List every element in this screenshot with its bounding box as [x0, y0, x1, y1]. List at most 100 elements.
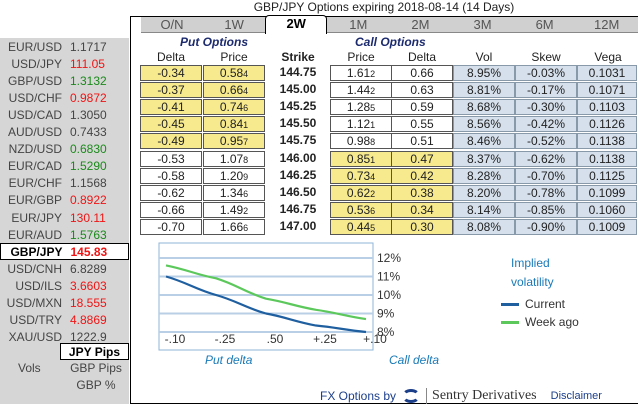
put-price[interactable]: 1.666 — [203, 218, 265, 235]
pair-price: 1.1717 — [70, 39, 107, 54]
pair-row-xau-usd[interactable]: XAU/USD 1222.9 — [0, 329, 129, 346]
put-price[interactable]: 0.957 — [203, 133, 265, 150]
pair-row-usd-chf[interactable]: USD/CHF 0.9872 — [0, 89, 129, 106]
call-price[interactable]: 0.622 — [330, 184, 392, 201]
pair-row-gbp-usd[interactable]: GBP/USD 1.3132 — [0, 72, 129, 89]
put-options-header: Put Options — [180, 35, 248, 49]
put-price[interactable]: 0.746 — [203, 99, 265, 116]
tab-12m[interactable]: 12M — [594, 17, 620, 32]
call-price[interactable]: 0.851 — [330, 150, 392, 167]
pair-row-gbp-jpy[interactable]: GBP/JPY 145.83 — [0, 243, 129, 261]
strike: 145.50 — [279, 116, 317, 131]
put-price[interactable]: 0.841 — [203, 116, 265, 133]
pair-row-usd-cad[interactable]: USD/CAD 1.3050 — [0, 106, 129, 123]
pair-row-eur-usd[interactable]: EUR/USD 1.1717 — [0, 38, 129, 55]
pair-symbol: USD/CHF — [8, 90, 62, 105]
vol: 8.28% — [453, 167, 515, 184]
pair-row-usd-mxn[interactable]: USD/MXN 18.555 — [0, 295, 129, 312]
call-price[interactable]: 1.285 — [330, 99, 392, 116]
pair-symbol: EUR/GBP — [7, 193, 62, 208]
pair-price: 18.555 — [70, 296, 107, 310]
call-price[interactable]: 0.734 — [330, 167, 392, 184]
pair-row-eur-chf[interactable]: EUR/CHF 1.1568 — [0, 175, 129, 192]
pair-symbol: GBP/JPY — [10, 244, 63, 259]
vega: 0.1009 — [577, 218, 637, 235]
put-price-main: 0.95 — [219, 134, 244, 149]
pair-row-usd-try[interactable]: USD/TRY 4.8869 — [0, 312, 129, 329]
column-header-vega: Vega — [594, 50, 622, 64]
brand-name: Sentry Derivatives — [426, 388, 537, 404]
pair-symbol: EUR/JPY — [11, 210, 62, 225]
tab-3m[interactable]: 3M — [473, 17, 492, 32]
call-price-pip: 6 — [370, 205, 376, 216]
put-delta: -0.70 — [140, 218, 202, 235]
pair-row-nzd-usd[interactable]: NZD/USD 0.6830 — [0, 141, 129, 158]
vega: 0.1138 — [577, 133, 637, 150]
tab-1m[interactable]: 1M — [349, 17, 368, 32]
unit-option-gbp-[interactable]: GBP % — [76, 378, 116, 392]
put-delta: -0.66 — [140, 201, 202, 218]
disclaimer-link[interactable]: Disclaimer — [550, 390, 602, 402]
vega: 0.1125 — [577, 167, 637, 184]
put-price[interactable]: 1.209 — [203, 167, 265, 184]
pair-price: 1.3050 — [70, 107, 107, 122]
strike: 145.75 — [279, 133, 317, 148]
vega: 0.1099 — [577, 184, 637, 201]
put-price-pip: 9 — [243, 171, 249, 182]
put-price[interactable]: 0.584 — [203, 65, 265, 81]
tab-1w[interactable]: 1W — [224, 17, 244, 32]
strike: 146.25 — [279, 167, 317, 182]
call-price[interactable]: 1.612 — [330, 65, 392, 81]
pair-price: 145.83 — [70, 244, 108, 259]
pair-price: 0.6830 — [70, 142, 107, 157]
put-price-pip: 8 — [243, 154, 249, 165]
y-tick-label: 11% — [377, 270, 400, 284]
skew: -0.85% — [515, 201, 577, 218]
pair-row-aud-usd[interactable]: AUD/USD 0.7433 — [0, 124, 129, 141]
put-price-main: 0.58 — [219, 66, 244, 80]
pair-row-eur-gbp[interactable]: EUR/GBP 0.8922 — [0, 192, 129, 209]
put-price-main: 0.74 — [219, 100, 244, 115]
put-delta: -0.62 — [140, 184, 202, 201]
column-header-delta: Delta — [156, 50, 185, 64]
call-price[interactable]: 0.988 — [330, 133, 392, 150]
skew: -0.90% — [515, 218, 577, 235]
call-price[interactable]: 0.536 — [330, 201, 392, 218]
call-delta: 0.34 — [391, 201, 453, 218]
pair-price: 1222.9 — [70, 330, 107, 345]
pair-price: 0.8922 — [70, 193, 107, 208]
vol: 8.14% — [453, 201, 515, 218]
put-price-pip: 1 — [243, 120, 249, 131]
tab-on[interactable]: O/N — [160, 17, 184, 32]
tab-2m[interactable]: 2M — [411, 17, 430, 32]
call-price-pip: 5 — [370, 222, 376, 233]
put-price-pip: 4 — [243, 86, 249, 97]
pair-row-usd-cnh[interactable]: USD/CNH 6.8289 — [0, 260, 129, 277]
call-price[interactable]: 0.445 — [330, 218, 392, 235]
pair-row-usd-jpy[interactable]: USD/JPY 111.05 — [0, 55, 129, 72]
strike: 145.00 — [279, 82, 317, 97]
call-price[interactable]: 1.121 — [330, 116, 392, 133]
skew: -0.78% — [515, 184, 577, 201]
unit-option-gbp-pips[interactable]: GBP Pips — [70, 361, 122, 375]
put-price[interactable]: 1.346 — [203, 184, 265, 201]
put-price-main: 1.49 — [219, 202, 244, 217]
vols-label: Vols — [18, 361, 41, 375]
put-price[interactable]: 1.078 — [203, 150, 265, 167]
pair-row-eur-aud[interactable]: EUR/AUD 1.5763 — [0, 226, 129, 243]
call-price-main: 1.61 — [346, 66, 371, 80]
pair-row-eur-jpy[interactable]: EUR/JPY 130.11 — [0, 209, 129, 226]
vol: 8.68% — [453, 99, 515, 116]
put-delta: -0.34 — [140, 65, 202, 81]
unit-option-jpy-pips[interactable]: JPY Pips — [60, 343, 129, 360]
pair-row-usd-ils[interactable]: USD/ILS 3.6603 — [0, 277, 129, 294]
put-price[interactable]: 1.492 — [203, 201, 265, 218]
put-price[interactable]: 0.664 — [203, 82, 265, 99]
pair-row-eur-cad[interactable]: EUR/CAD 1.5290 — [0, 158, 129, 175]
pair-price: 3.6603 — [70, 278, 107, 293]
tab-6m[interactable]: 6M — [535, 17, 554, 32]
call-delta: 0.38 — [391, 184, 453, 201]
pair-price: 1.1568 — [70, 176, 107, 191]
tab-2w[interactable]: 2W — [265, 15, 328, 34]
